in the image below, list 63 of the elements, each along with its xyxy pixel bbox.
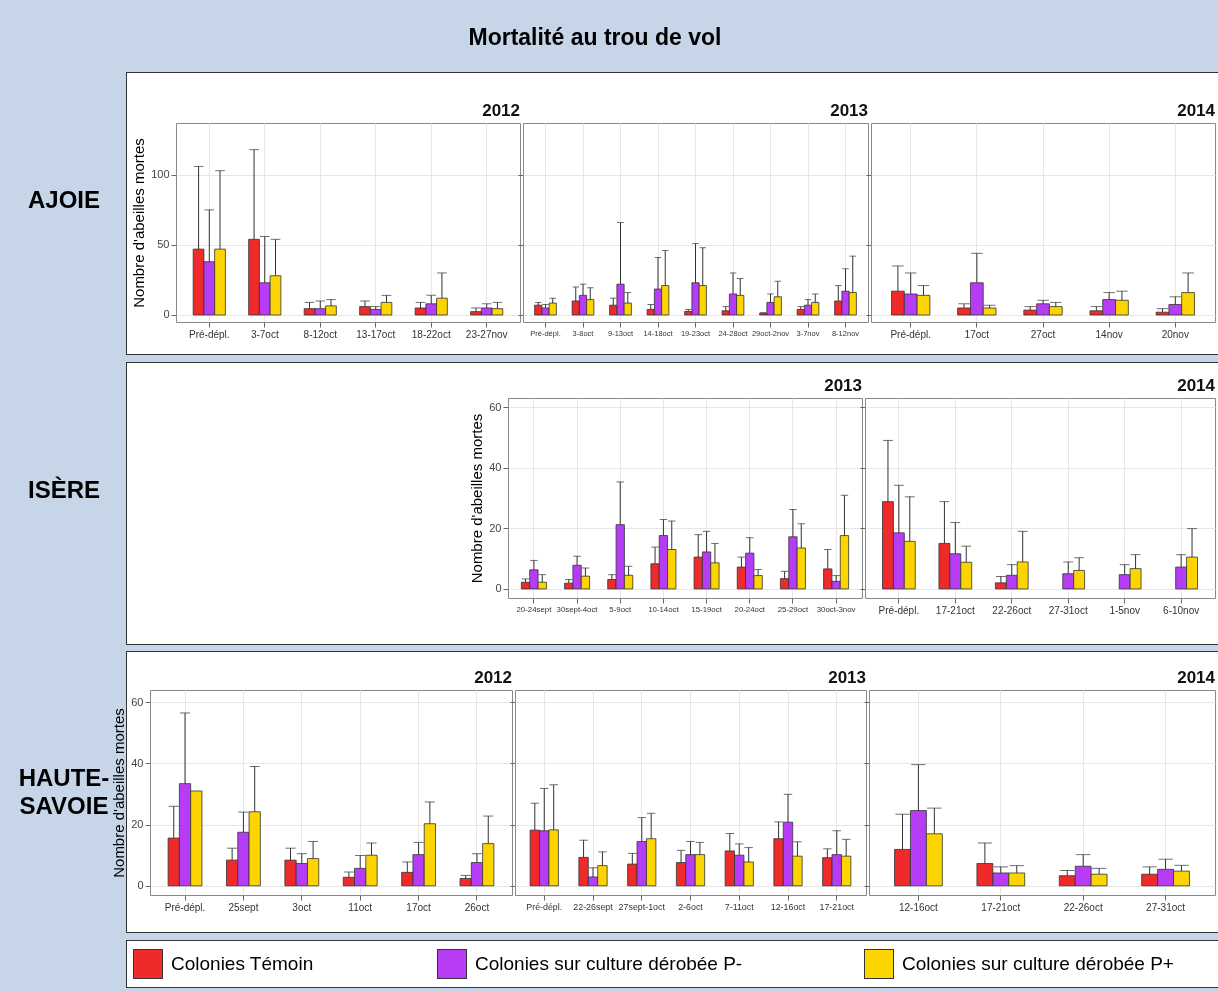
x-tick-label: 3oct: [292, 901, 312, 913]
x-tick-label: 27sept-1oct: [618, 901, 666, 912]
x-tick-label: 13-17oct: [356, 328, 396, 340]
x-tick-label: Pré-dépl.: [164, 901, 206, 913]
legend-label: Colonies sur culture dérobée P+: [902, 953, 1174, 975]
x-tick-label: 22-26oct: [992, 604, 1032, 616]
chart-title: 2014: [1177, 376, 1216, 395]
text: ISÈRE: [27, 475, 101, 504]
x-tick-label: 17-21oct: [935, 604, 975, 616]
x-tick-label: 2-6oct: [678, 901, 704, 912]
chart-title: 2014: [1177, 668, 1216, 687]
y-tick-label: 0: [137, 879, 144, 892]
y-tick-label: 60: [489, 400, 502, 413]
x-tick-label: 22-26sept: [573, 901, 614, 912]
y-axis-title: Nombre d'abeilles mortes: [468, 413, 486, 584]
y-tick-label: 40: [131, 756, 144, 769]
y-tick-label: 20: [489, 521, 502, 534]
y-axis-title: Nombre d'abeilles mortes: [110, 708, 128, 878]
x-tick-label: 22-26oct: [1063, 901, 1103, 913]
x-tick-label: 17oct: [964, 328, 990, 340]
x-tick-label: 26oct: [464, 901, 490, 913]
x-tick-label: 12-16oct: [770, 901, 806, 912]
x-tick-label: 7-11oct: [724, 901, 755, 912]
x-tick-label: 17oct: [406, 901, 432, 913]
chart-title: 2012: [474, 668, 512, 687]
y-tick-label: 0: [495, 582, 502, 595]
y-tick-label: 40: [489, 461, 502, 474]
x-tick-label: 8-12oct: [303, 328, 338, 340]
chart-title: 2013: [828, 668, 866, 687]
text: Mortalité au trou de vol: [467, 24, 723, 51]
y-tick-label: 60: [131, 695, 144, 708]
x-tick-label: 27-31oct: [1048, 604, 1088, 616]
x-tick-label: 3-7oct: [250, 328, 279, 340]
y-tick-label: 20: [131, 818, 144, 831]
legend-label: Colonies Témoin: [171, 953, 314, 975]
x-tick-label: 12-16oct: [898, 901, 939, 913]
x-tick-label: Pré-dépl.: [878, 604, 920, 616]
x-tick-label: 11oct: [348, 901, 373, 913]
x-tick-label: 14nov: [1095, 328, 1123, 340]
chart-title: 2013: [824, 376, 862, 395]
x-tick-label: 27-31oct: [1146, 901, 1186, 913]
x-tick-label: Pré-dépl.: [189, 328, 230, 340]
x-tick-label: 18-22oct: [411, 328, 451, 340]
x-tick-label: 1-5nov: [1109, 604, 1140, 616]
text: HAUTE-SAVOIE: [18, 764, 110, 819]
chart-title: 2014: [1177, 101, 1216, 120]
x-tick-label: 17-21oct: [981, 901, 1021, 913]
text: AJOIE: [27, 185, 101, 214]
y-axis-title: Nombre d'abeilles mortes: [130, 138, 148, 308]
y-tick-label: 50: [157, 238, 170, 251]
x-tick-label: 25sept: [228, 901, 259, 913]
x-tick-label: Pré-dépl.: [526, 901, 563, 912]
x-tick-label: Pré-dépl.: [890, 328, 931, 340]
legend-label: Colonies sur culture dérobée P-: [475, 953, 743, 975]
y-tick-label: 0: [163, 308, 170, 321]
x-tick-label: 17-21oct: [819, 901, 855, 912]
x-tick-label: 6-10nov: [1163, 604, 1200, 616]
x-tick-label: 27oct: [1030, 328, 1056, 340]
chart-title: 2012: [482, 101, 520, 120]
y-tick-label: 100: [151, 168, 170, 181]
chart-title: 2013: [830, 101, 868, 120]
x-tick-label: 20nov: [1161, 328, 1189, 340]
x-tick-label: 23-27nov: [465, 328, 508, 340]
